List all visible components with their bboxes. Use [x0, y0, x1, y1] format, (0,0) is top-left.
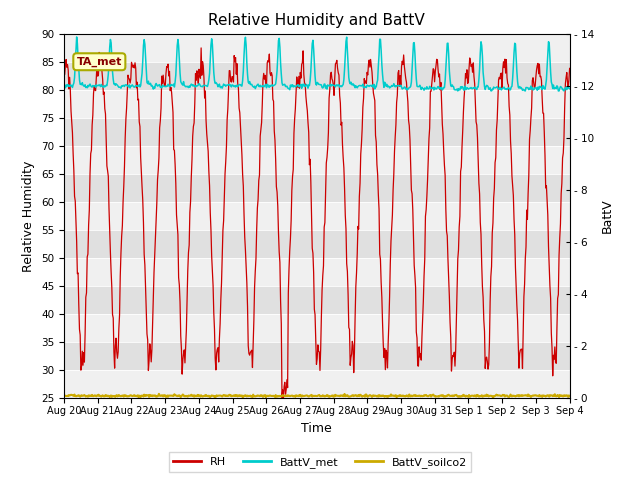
Bar	[64, 258, 570, 286]
Bar	[64, 230, 570, 258]
Bar	[64, 61, 570, 90]
Bar	[64, 174, 570, 202]
Title: Relative Humidity and BattV: Relative Humidity and BattV	[209, 13, 425, 28]
Legend: RH, BattV_met, BattV_soilco2: RH, BattV_met, BattV_soilco2	[169, 452, 471, 472]
Bar	[64, 34, 570, 61]
Bar	[64, 342, 570, 371]
Text: TA_met: TA_met	[77, 57, 122, 67]
Y-axis label: BattV: BattV	[600, 199, 613, 233]
Bar	[64, 371, 570, 398]
Bar	[64, 146, 570, 174]
Bar	[64, 90, 570, 118]
Bar	[64, 118, 570, 146]
X-axis label: Time: Time	[301, 421, 332, 434]
Bar	[64, 286, 570, 314]
Y-axis label: Relative Humidity: Relative Humidity	[22, 160, 35, 272]
Bar	[64, 314, 570, 342]
Bar	[64, 202, 570, 230]
